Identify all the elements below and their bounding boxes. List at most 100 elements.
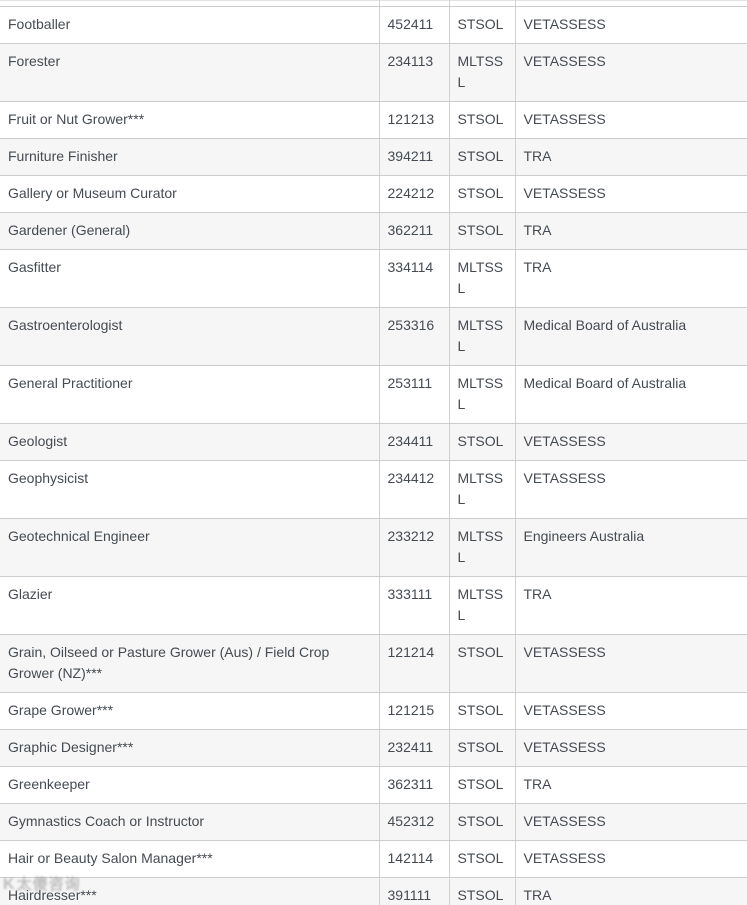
anzsco-code-cell: 232411	[378, 729, 449, 767]
anzsco-code-cell: 362211	[378, 212, 449, 250]
table-row: General Practitioner 253111 MLTSSL Medic…	[0, 365, 747, 424]
table-row: Forester 234113 MLTSSL VETASSESS	[0, 43, 747, 102]
authority-cell: VETASSESS	[514, 460, 747, 519]
anzsco-code-cell: 121215	[378, 692, 449, 730]
list-cell: STSOL	[448, 803, 515, 841]
list-cell: MLTSSL	[448, 460, 515, 519]
anzsco-code-cell: 234411	[378, 423, 449, 461]
anzsco-code-cell: 391111	[378, 877, 449, 905]
occupation-cell: Gymnastics Coach or Instructor	[0, 803, 379, 841]
list-cell: STSOL	[448, 212, 515, 250]
list-cell: STSOL	[448, 101, 515, 139]
occupation-cell: Gardener (General)	[0, 212, 379, 250]
occupation-cell: Fruit or Nut Grower***	[0, 101, 379, 139]
authority-cell: VETASSESS	[514, 692, 747, 730]
partial-row-top	[0, 0, 747, 7]
anzsco-code-cell: 333111	[378, 576, 449, 635]
occupation-cell: Hairdresser***	[0, 877, 379, 905]
anzsco-code-cell: 334114	[378, 249, 449, 308]
anzsco-code-cell: 452312	[378, 803, 449, 841]
authority-cell: VETASSESS	[514, 101, 747, 139]
occupation-cell: Hair or Beauty Salon Manager***	[0, 840, 379, 878]
table-row: Geologist 234411 STSOL VETASSESS	[0, 423, 747, 461]
occupation-cell: General Practitioner	[0, 365, 379, 424]
list-cell: STSOL	[448, 766, 515, 804]
occupation-cell: Gallery or Museum Curator	[0, 175, 379, 213]
table-row: Gymnastics Coach or Instructor 452312 ST…	[0, 803, 747, 841]
list-cell: STSOL	[448, 692, 515, 730]
anzsco-code-cell: 253316	[378, 307, 449, 366]
occupation-cell: Forester	[0, 43, 379, 102]
authority-cell: VETASSESS	[514, 423, 747, 461]
occupation-cell: Grain, Oilseed or Pasture Grower (Aus) /…	[0, 634, 379, 693]
occupation-cell: Glazier	[0, 576, 379, 635]
anzsco-code-cell: 452411	[378, 6, 449, 44]
table-row: Footballer 452411 STSOL VETASSESS	[0, 6, 747, 44]
table-row: Graphic Designer*** 232411 STSOL VETASSE…	[0, 729, 747, 767]
occupation-cell	[0, 0, 379, 7]
occupation-cell: Geophysicist	[0, 460, 379, 519]
list-cell: STSOL	[448, 175, 515, 213]
authority-cell: TRA	[514, 766, 747, 804]
anzsco-code-cell: 234113	[378, 43, 449, 102]
anzsco-code-cell: 253111	[378, 365, 449, 424]
table-row: Geophysicist 234412 MLTSSL VETASSESS	[0, 460, 747, 519]
occupation-cell: Greenkeeper	[0, 766, 379, 804]
authority-cell: TRA	[514, 249, 747, 308]
table-row: Greenkeeper 362311 STSOL TRA	[0, 766, 747, 804]
list-cell: MLTSSL	[448, 43, 515, 102]
anzsco-code-cell: 142114	[378, 840, 449, 878]
authority-cell: Engineers Australia	[514, 518, 747, 577]
occupation-cell: Gasfitter	[0, 249, 379, 308]
anzsco-code-cell: 121213	[378, 101, 449, 139]
table-row: Furniture Finisher 394211 STSOL TRA	[0, 138, 747, 176]
table-row: Glazier 333111 MLTSSL TRA	[0, 576, 747, 635]
authority-cell: TRA	[514, 212, 747, 250]
occupation-cell: Furniture Finisher	[0, 138, 379, 176]
authority-cell: VETASSESS	[514, 6, 747, 44]
anzsco-code-cell: 234412	[378, 460, 449, 519]
list-cell: MLTSSL	[448, 249, 515, 308]
table-row: Hair or Beauty Salon Manager*** 142114 S…	[0, 840, 747, 878]
list-cell: STSOL	[448, 840, 515, 878]
table-row: Gasfitter 334114 MLTSSL TRA	[0, 249, 747, 308]
anzsco-code-cell: 233212	[378, 518, 449, 577]
list-cell: MLTSSL	[448, 576, 515, 635]
authority-cell: TRA	[514, 138, 747, 176]
anzsco-code-cell: 224212	[378, 175, 449, 213]
list-cell: STSOL	[448, 877, 515, 905]
authority-cell: TRA	[514, 877, 747, 905]
authority-cell: VETASSESS	[514, 803, 747, 841]
table-row: Fruit or Nut Grower*** 121213 STSOL VETA…	[0, 101, 747, 139]
list-cell: STSOL	[448, 729, 515, 767]
authority-cell: VETASSESS	[514, 43, 747, 102]
occupation-cell: Geologist	[0, 423, 379, 461]
list-cell: MLTSSL	[448, 518, 515, 577]
authority-cell: VETASSESS	[514, 840, 747, 878]
table-row: Grain, Oilseed or Pasture Grower (Aus) /…	[0, 634, 747, 693]
anzsco-code-cell	[378, 0, 449, 7]
list-cell: STSOL	[448, 634, 515, 693]
table-row: Gardener (General) 362211 STSOL TRA	[0, 212, 747, 250]
list-cell: STSOL	[448, 138, 515, 176]
occupation-cell: Geotechnical Engineer	[0, 518, 379, 577]
occupation-cell: Gastroenterologist	[0, 307, 379, 366]
table-row: Gallery or Museum Curator 224212 STSOL V…	[0, 175, 747, 213]
authority-cell: Medical Board of Australia	[514, 307, 747, 366]
authority-cell: VETASSESS	[514, 729, 747, 767]
table-row: Gastroenterologist 253316 MLTSSL Medical…	[0, 307, 747, 366]
anzsco-code-cell: 121214	[378, 634, 449, 693]
table-row: Grape Grower*** 121215 STSOL VETASSESS	[0, 692, 747, 730]
list-cell: STSOL	[448, 423, 515, 461]
authority-cell	[514, 0, 747, 7]
anzsco-code-cell: 394211	[378, 138, 449, 176]
authority-cell: TRA	[514, 576, 747, 635]
authority-cell: VETASSESS	[514, 634, 747, 693]
occupation-cell: Footballer	[0, 6, 379, 44]
authority-cell: VETASSESS	[514, 175, 747, 213]
anzsco-code-cell: 362311	[378, 766, 449, 804]
occupation-cell: Graphic Designer***	[0, 729, 379, 767]
